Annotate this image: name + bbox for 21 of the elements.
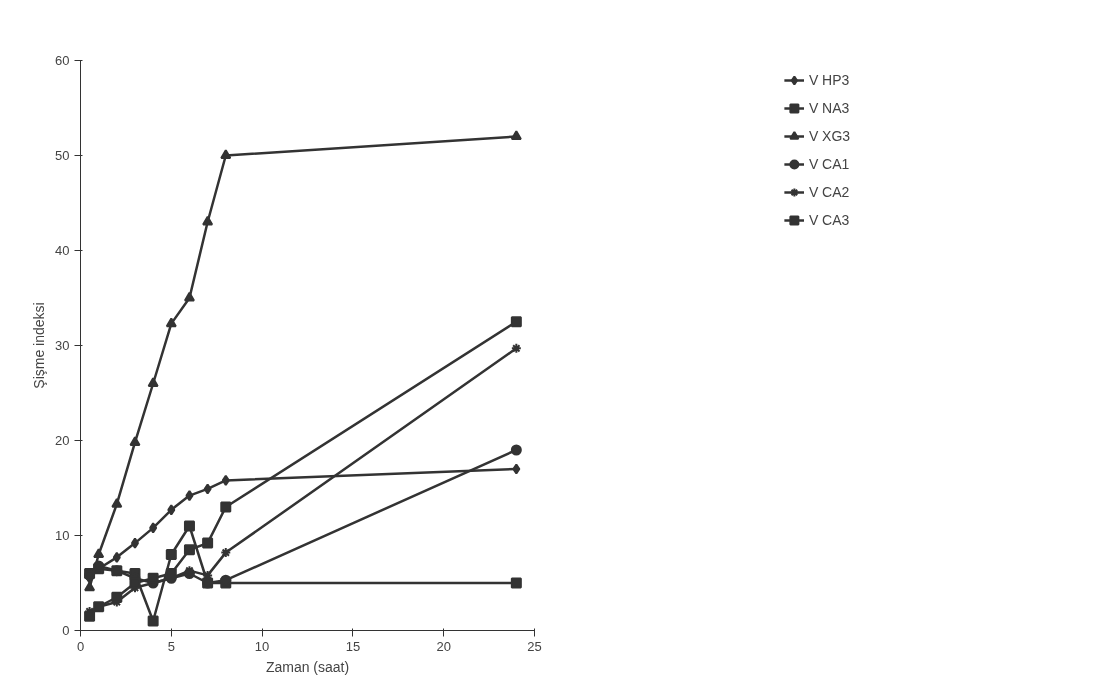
y-tick-label: 50 [55, 148, 70, 163]
y-tick-label: 60 [55, 53, 70, 68]
x-tick-label: 10 [254, 638, 270, 654]
x-tick-label: 0 [76, 638, 85, 654]
y-tick-label: 40 [55, 243, 70, 258]
x-tick-label: 5 [167, 638, 175, 654]
y-axis-title: Şişme indeksi [31, 302, 48, 389]
legend-label: V CA2 [808, 184, 850, 200]
y-tick-label: 10 [55, 528, 70, 543]
x-tick-label: 25 [527, 638, 542, 654]
legend-label: V XG3 [808, 128, 851, 144]
x-axis-title: Zaman (saat) [265, 658, 350, 675]
y-tick-label: 0 [62, 623, 70, 638]
legend-label: V HP3 [808, 72, 850, 88]
y-tick-label: 30 [55, 338, 70, 353]
x-tick-label: 20 [436, 638, 451, 654]
legend-label: V CA1 [808, 156, 850, 172]
x-tick-label: 15 [345, 638, 361, 654]
legend-label: V NA3 [808, 100, 850, 116]
legend-label: V CA3 [808, 212, 850, 228]
y-tick-label: 20 [55, 433, 70, 448]
